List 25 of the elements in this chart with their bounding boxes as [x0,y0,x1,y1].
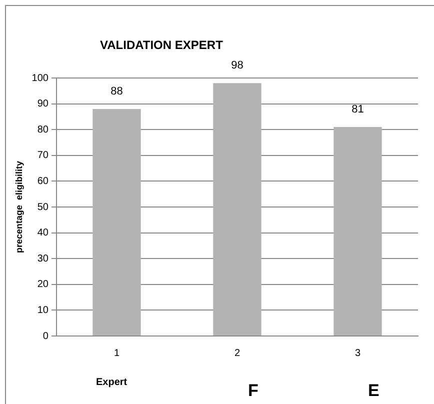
y-tick-label: 50 [37,202,49,213]
y-tick-label: 40 [37,228,49,239]
y-tick-label: 70 [37,150,49,162]
y-tick-label: 100 [32,72,49,84]
x-axis-title: Expert [96,377,128,388]
y-tick-label: 30 [37,253,49,264]
bar [213,83,262,336]
y-tick-label: 10 [37,304,49,316]
bar [334,127,382,336]
y-tick-label: 0 [42,330,49,342]
data-label: 81 [352,104,364,116]
y-axis-title: precentage eligibility [14,160,24,254]
data-label: 88 [110,85,123,98]
x-tick-label: 3 [354,348,361,359]
x-tick-label: 1 [114,348,120,359]
y-tick-label: 20 [37,279,49,290]
data-label: 98 [231,60,244,72]
x-tick-label: 2 [234,348,240,359]
bar [92,108,141,336]
text: E [368,381,380,400]
y-tick-label: 60 [37,176,49,187]
text: F [248,381,258,400]
y-tick-label: 80 [37,124,49,136]
chart-title: VALIDATION EXPERT [100,38,223,52]
y-tick-label: 90 [37,98,49,110]
